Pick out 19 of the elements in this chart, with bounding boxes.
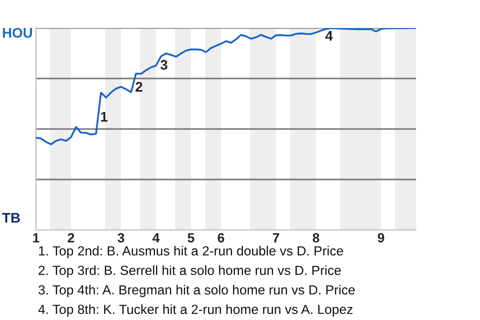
annotation: 1 bbox=[101, 112, 108, 122]
x-tick-label: 7 bbox=[272, 233, 280, 242]
x-tick-label: 9 bbox=[378, 233, 384, 242]
x-tick-label: 5 bbox=[188, 233, 194, 242]
x-tick-label: 4 bbox=[152, 233, 160, 242]
text: TB bbox=[2, 213, 20, 223]
annotation: 4 bbox=[325, 31, 333, 41]
text: HOU bbox=[2, 28, 32, 38]
text: 1. Top 2nd: B. Ausmus hit a 2-run double vs D. Price bbox=[39, 246, 344, 258]
annotation: 3 bbox=[160, 60, 168, 70]
x-tick-label: 1 bbox=[33, 233, 40, 242]
x-tick-label: 3 bbox=[118, 233, 124, 242]
annotation: 2 bbox=[136, 82, 142, 92]
text: 3. Top 4th: A. Bregman hit a solo home run vs D. Price bbox=[38, 284, 355, 298]
text: 2. Top 3rd: B. Serrell hit a solo home run vs D. Price bbox=[38, 265, 341, 278]
x-tick-label: 8 bbox=[312, 233, 320, 242]
x-tick-label: 2 bbox=[68, 233, 74, 242]
text: 4. Top 8th: K. Tucker hit a 2-run home run vs A. Lopez bbox=[38, 304, 352, 317]
x-tick-label: 6 bbox=[218, 233, 224, 242]
